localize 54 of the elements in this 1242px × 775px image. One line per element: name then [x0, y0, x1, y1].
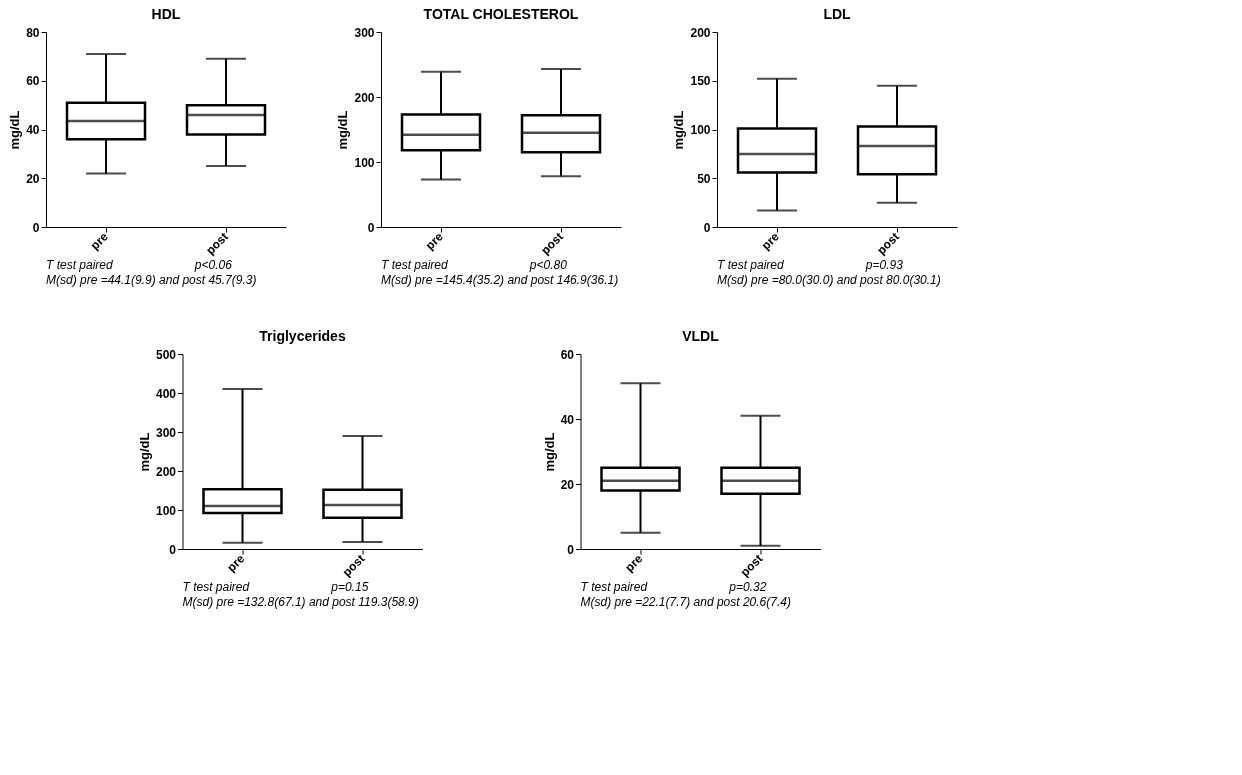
text: T test paired: [46, 258, 114, 272]
text: M(sd) pre =44.1(9.9) and post 45.7(9.3): [46, 273, 257, 287]
y-tick-label: 50: [697, 171, 711, 186]
text: p<0.80: [528, 258, 568, 272]
y-tick-label: 0: [703, 220, 711, 235]
x-tick-label: pre: [758, 229, 783, 253]
y-axis-title: mg/dL: [136, 432, 152, 472]
y-axis-title: mg/dL: [7, 110, 23, 150]
text: T test paired: [182, 580, 250, 594]
x-tick-label: pre: [422, 229, 447, 253]
text: M(sd) pre =132.8(67.1) and post 119.3(58.9): [182, 595, 419, 609]
y-tick-label: 0: [169, 542, 177, 557]
y-tick-label: 0: [367, 220, 375, 235]
chart-title: Triglycerides: [259, 328, 346, 344]
text: p=0.15: [330, 580, 369, 594]
text: p=0.32: [728, 580, 767, 594]
text: T test paired: [381, 258, 449, 272]
x-tick-label: pre: [622, 551, 646, 575]
chart-title: LDL: [823, 6, 852, 22]
y-tick-label: 100: [690, 123, 711, 137]
y-tick-label: 20: [560, 477, 575, 492]
text: p<0.06: [193, 258, 233, 272]
y-axis-title: mg/dL: [541, 432, 557, 472]
y-tick-label: 100: [155, 503, 177, 518]
y-tick-label: 200: [354, 90, 375, 105]
y-tick-label: 0: [32, 220, 40, 235]
text: M(sd) pre =80.0(30.0) and post 80.0(30.1): [717, 273, 941, 287]
chart-title: TOTAL CHOLESTEROL: [423, 6, 579, 22]
text: T test paired: [580, 580, 648, 594]
x-tick-label: pre: [224, 551, 248, 575]
y-axis-title: mg/dL: [335, 110, 351, 150]
chart-title: VLDL: [682, 328, 720, 344]
text: M(sd) pre =22.1(7.7) and post 20.6(7.4): [580, 595, 791, 609]
y-tick-label: 200: [690, 25, 711, 40]
y-tick-label: 100: [354, 155, 375, 170]
y-tick-label: 60: [560, 347, 575, 362]
y-tick-label: 0: [567, 542, 575, 557]
chart-title: HDL: [151, 6, 181, 22]
text: M(sd) pre =145.4(35.2) and post 146.9(36.1): [381, 273, 619, 287]
text: T test paired: [717, 258, 785, 272]
y-tick-label: 500: [155, 347, 177, 362]
y-tick-label: 60: [26, 74, 40, 89]
y-tick-label: 150: [690, 74, 711, 89]
y-tick-label: 300: [354, 25, 375, 40]
x-tick-label: pre: [87, 229, 112, 253]
y-tick-label: 80: [26, 25, 40, 40]
y-tick-label: 40: [26, 123, 40, 137]
y-tick-label: 300: [155, 425, 177, 440]
y-axis-title: mg/dL: [671, 110, 687, 150]
y-tick-label: 400: [155, 386, 177, 401]
y-tick-label: 20: [26, 171, 40, 186]
text: p=0.93: [864, 258, 904, 272]
y-tick-label: 200: [155, 464, 177, 479]
y-tick-label: 40: [560, 412, 575, 427]
